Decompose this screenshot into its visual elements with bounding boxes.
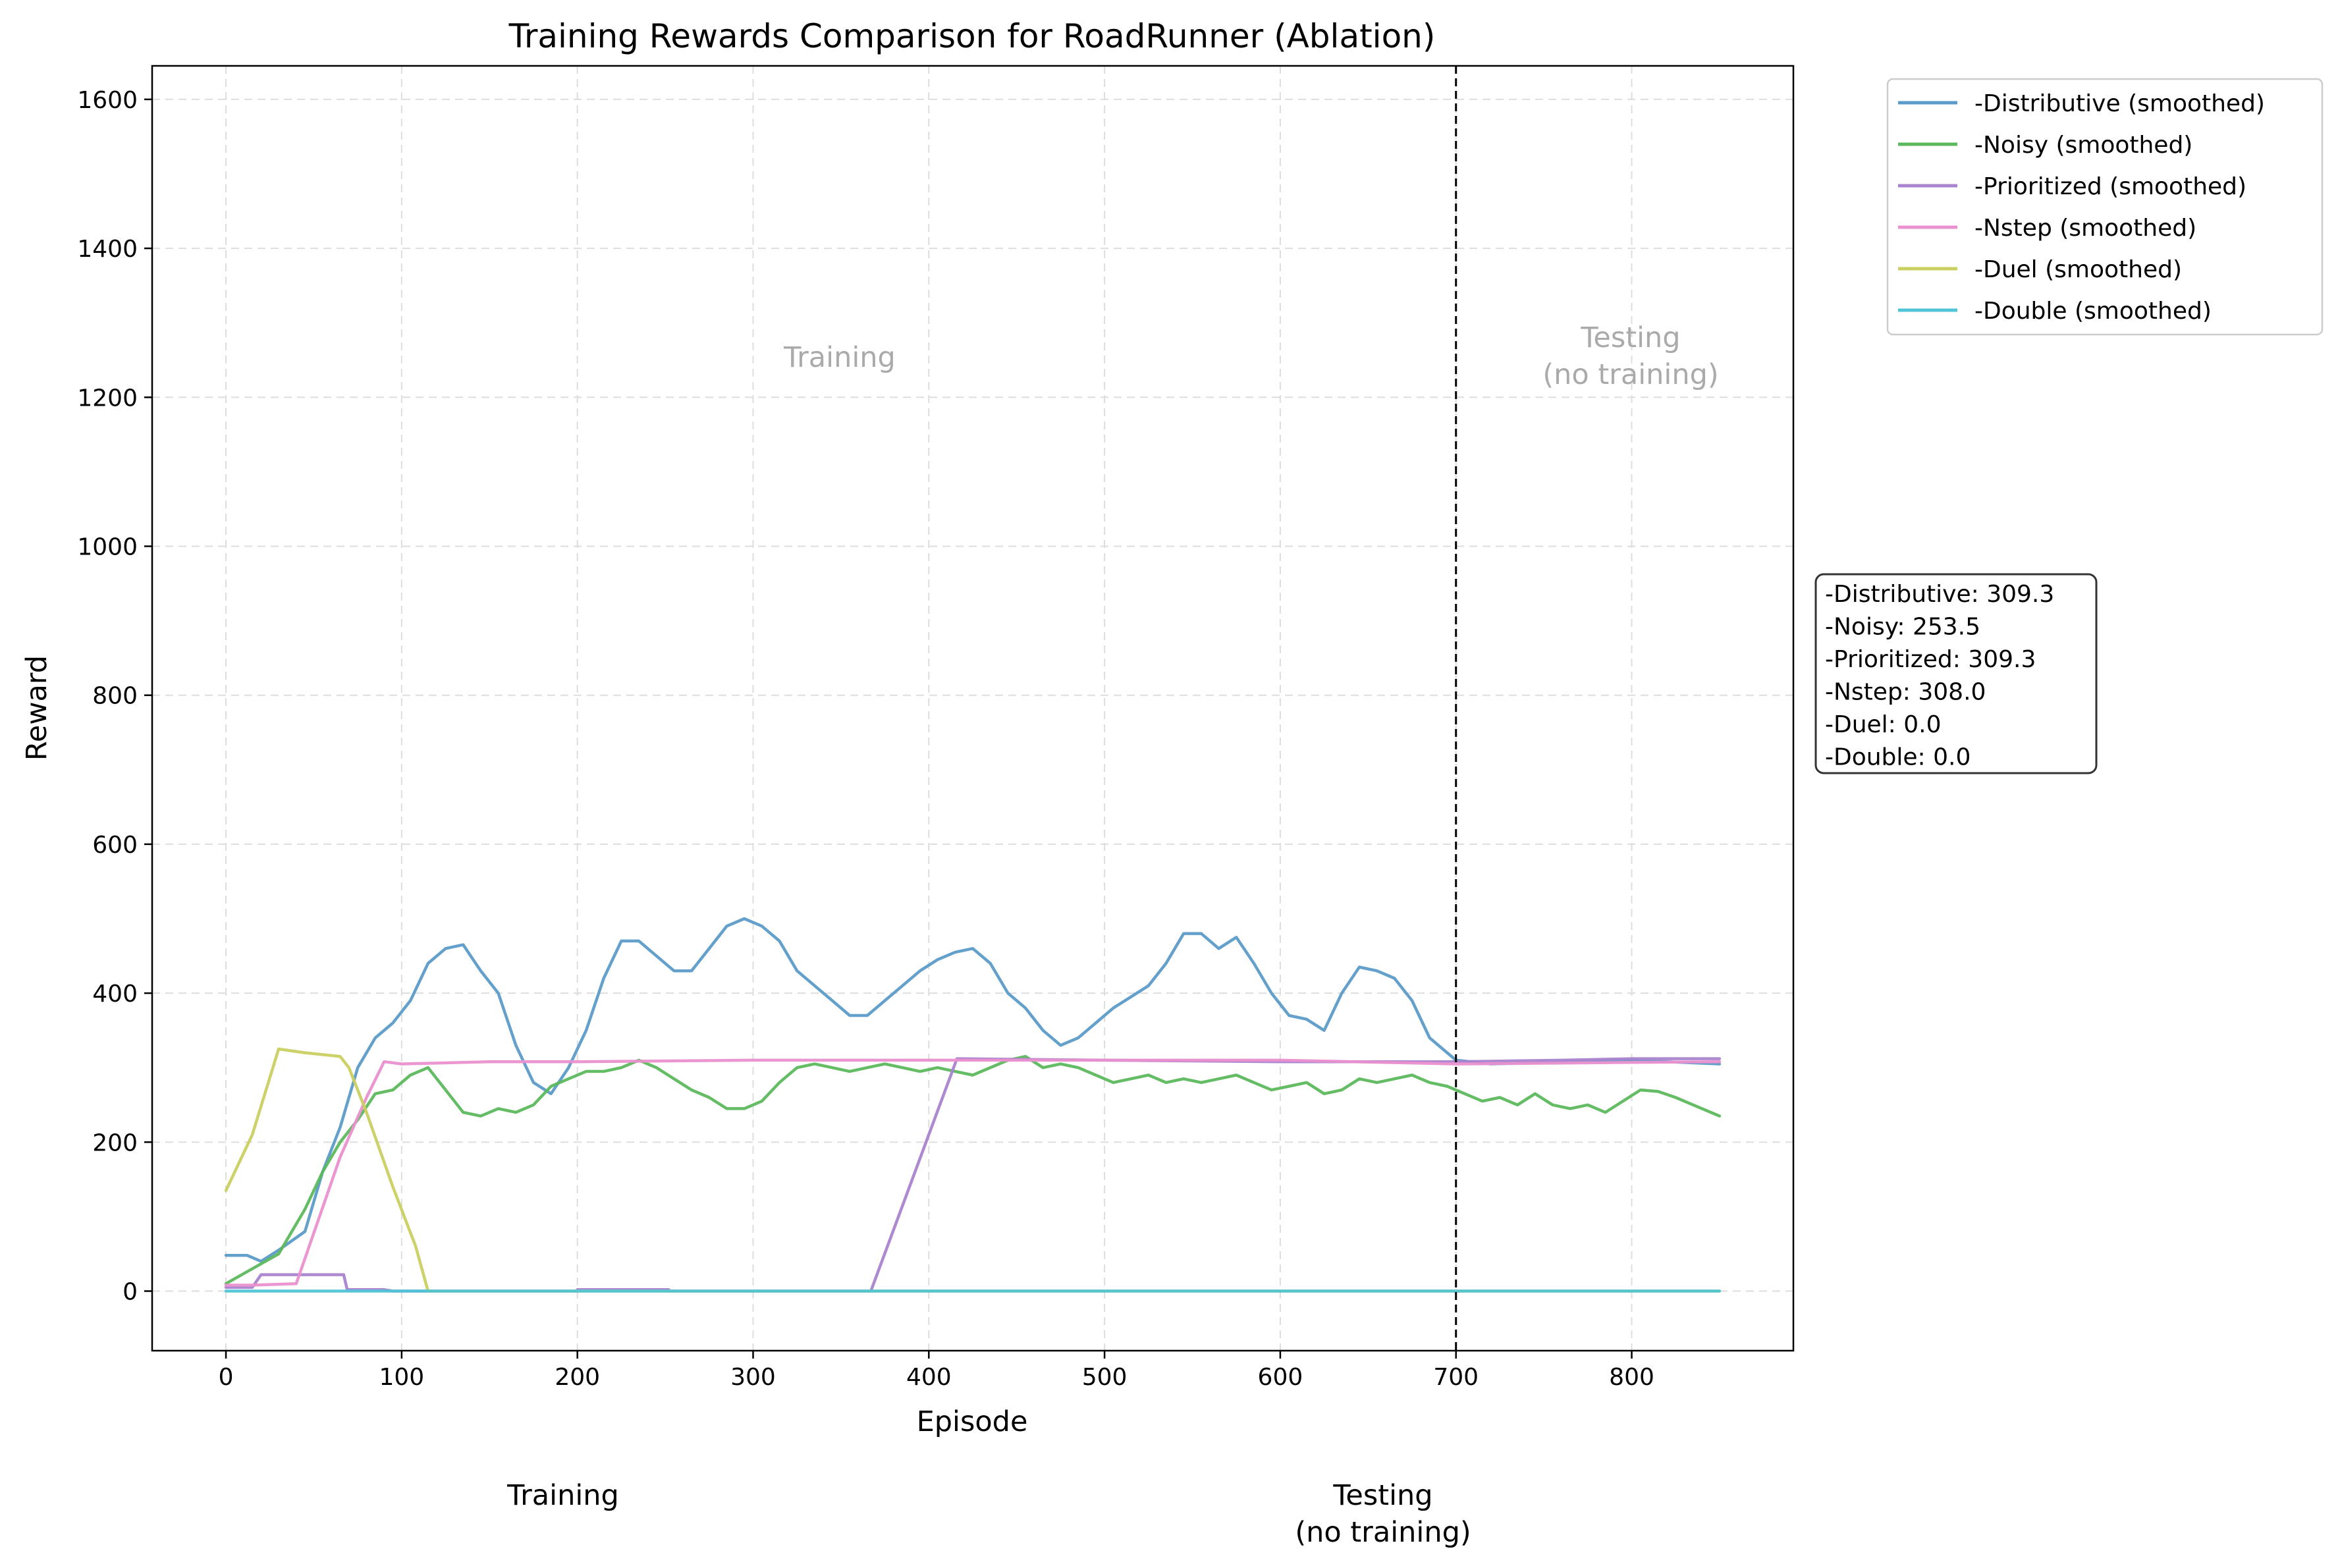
- y-tick-label: 800: [92, 683, 138, 710]
- final-stats-box: -Distributive: 309.3 -Noisy: 253.5 -Priori…: [1814, 573, 2098, 774]
- y-axis-label: Reward: [20, 655, 53, 761]
- stats-line: -Nstep: 308.0: [1825, 679, 1986, 706]
- footer-label-testing-sub: (no training): [1295, 1516, 1471, 1549]
- x-tick-label: 700: [1433, 1364, 1479, 1391]
- y-tick-label: 200: [92, 1129, 138, 1156]
- series-line-5: [224, 1047, 1722, 1293]
- x-tick-label: 400: [906, 1364, 952, 1391]
- legend-entry: -Distributive (smoothed): [1974, 90, 2265, 117]
- series-line-4: [224, 1058, 1722, 1287]
- grid-layer: [152, 66, 1793, 1351]
- y-tick-label: 1400: [77, 236, 138, 263]
- x-tick-label: 500: [1082, 1364, 1128, 1391]
- x-tick-label: 600: [1258, 1364, 1303, 1391]
- stats-line: -Noisy: 253.5: [1825, 614, 1980, 641]
- x-tick-label: 300: [730, 1364, 776, 1391]
- stats-line: -Duel: 0.0: [1825, 711, 1942, 738]
- stats-line: -Prioritized: 309.3: [1825, 646, 2036, 673]
- legend-entry: -Duel (smoothed): [1974, 256, 2182, 283]
- legend-entry: -Nstep (smoothed): [1974, 215, 2196, 242]
- chart-title: Training Rewards Comparison for RoadRunn…: [508, 17, 1436, 55]
- region-labels: Training Testing (no training): [783, 321, 1719, 391]
- series-lines: [224, 917, 1722, 1293]
- y-tick-label: 400: [92, 981, 138, 1008]
- series-line-1: [224, 917, 1722, 1263]
- y-tick-label: 1600: [77, 87, 138, 114]
- legend-entry: -Noisy (smoothed): [1974, 132, 2192, 159]
- axis-ticks: 0 100 200 300 400 500 600 700 800 0 200 400 600 800 10…: [77, 87, 1654, 1391]
- stats-box-frame: [1814, 573, 2098, 774]
- legend-entry: -Double (smoothed): [1974, 298, 2212, 325]
- y-tick-label: 1200: [77, 385, 138, 412]
- footer-label-testing: Testing: [1332, 1479, 1432, 1512]
- x-tick-label: 200: [555, 1364, 600, 1391]
- legend: -Distributive (smoothed) -Noisy (smoothed…: [1886, 78, 2324, 336]
- region-label-training: Training: [783, 341, 896, 374]
- footer-labels: Training Testing (no training): [506, 1479, 1471, 1549]
- x-tick-label: 800: [1609, 1364, 1654, 1391]
- x-axis-label: Episode: [917, 1405, 1028, 1438]
- region-label-testing: Testing: [1580, 321, 1680, 354]
- stats-line: -Double: 0.0: [1825, 744, 1971, 771]
- footer-label-training: Training: [506, 1479, 619, 1512]
- plot-frame: [151, 65, 1795, 1352]
- stats-line: -Distributive: 309.3: [1825, 581, 2054, 608]
- legend-entry: -Prioritized (smoothed): [1974, 173, 2246, 200]
- series-line-2: [224, 1054, 1722, 1285]
- x-tick-label: 100: [379, 1364, 425, 1391]
- x-tick-label: 0: [219, 1364, 234, 1391]
- region-label-testing-sub: (no training): [1542, 358, 1718, 391]
- y-tick-label: 600: [92, 832, 138, 859]
- y-tick-label: 0: [122, 1279, 138, 1306]
- y-tick-label: 1000: [77, 534, 138, 561]
- legend-box: [1886, 78, 2324, 336]
